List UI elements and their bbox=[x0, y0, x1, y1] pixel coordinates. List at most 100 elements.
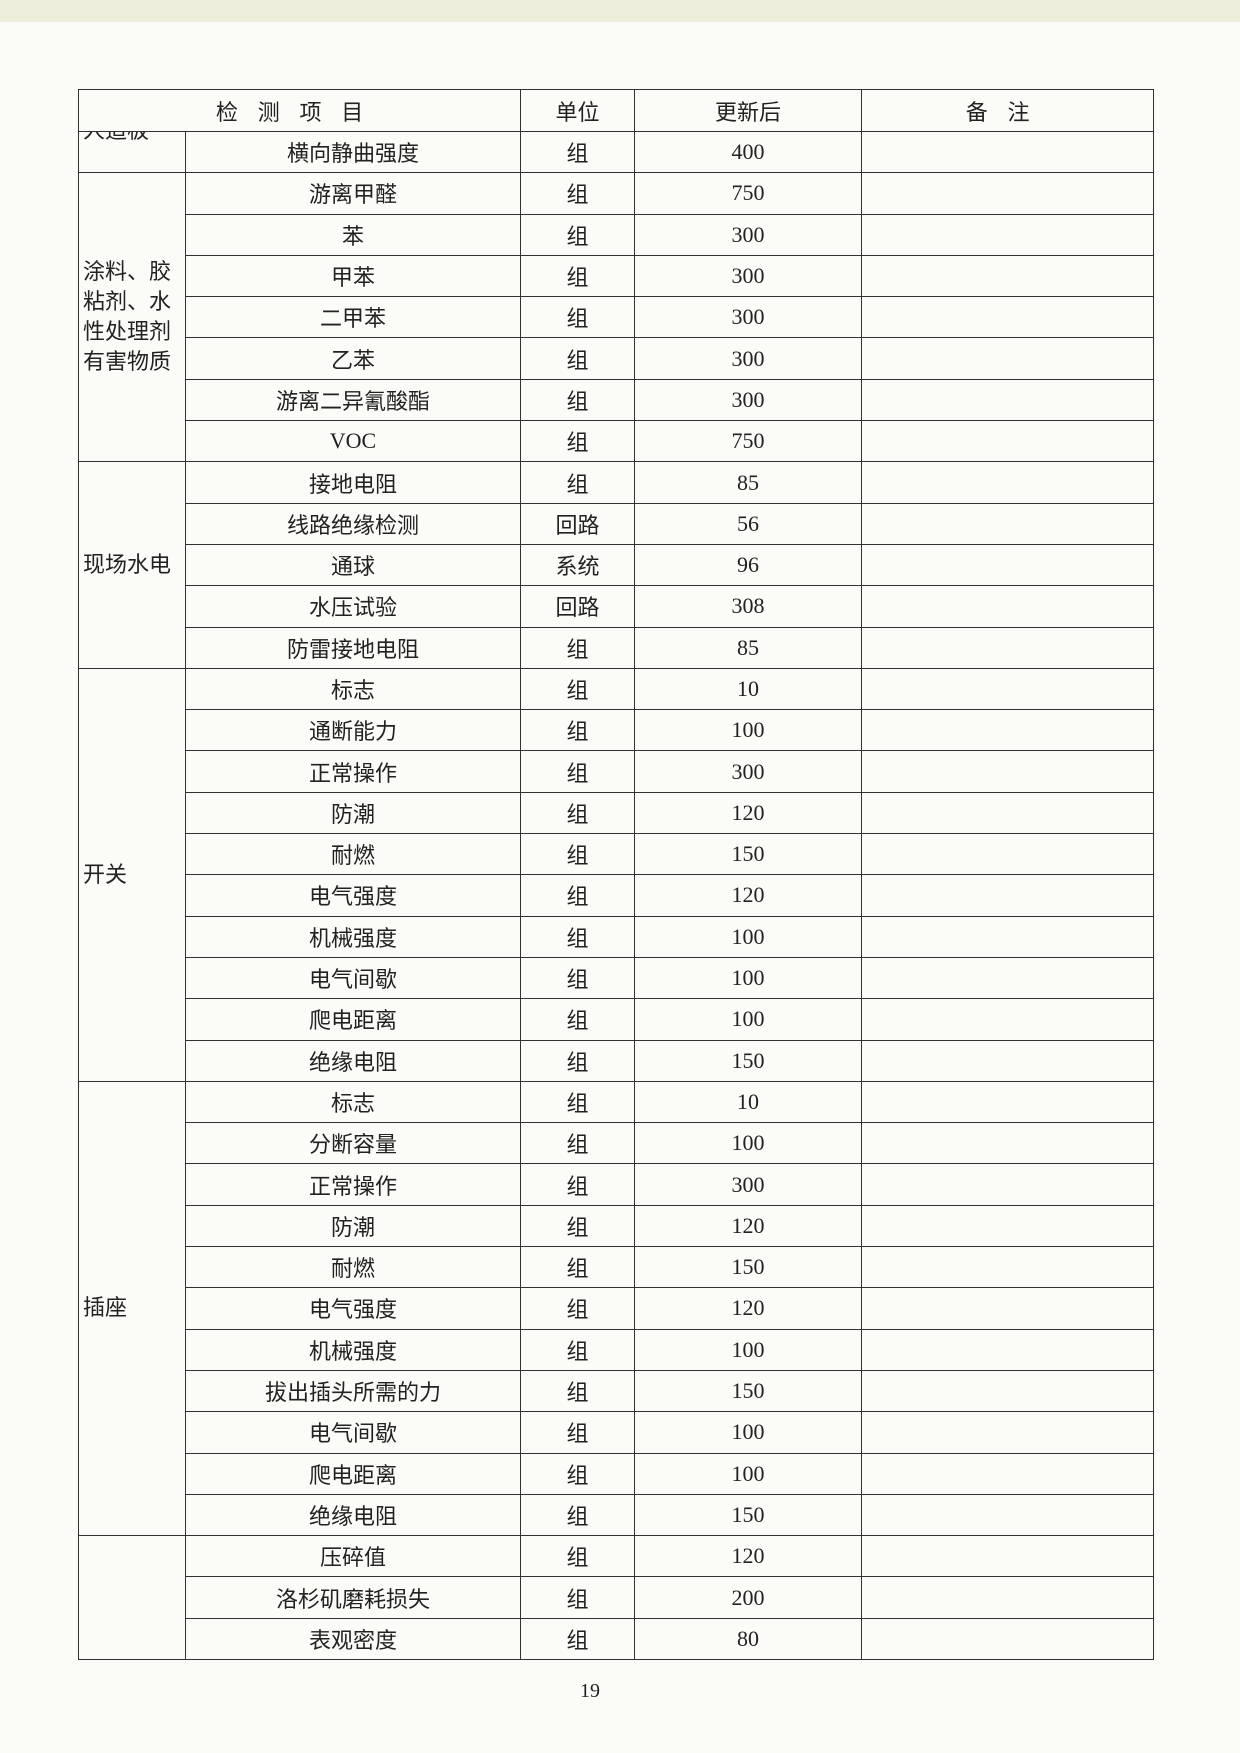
value-cell: 120 bbox=[634, 1204, 863, 1248]
header-cell: 更新后 bbox=[634, 89, 863, 132]
value-cell: 300 bbox=[634, 296, 863, 339]
remark-cell bbox=[861, 502, 1154, 545]
unit-cell: 组 bbox=[520, 130, 636, 174]
item-cell: 通球 bbox=[184, 543, 522, 587]
item-cell: 游离甲醛 bbox=[184, 172, 522, 215]
table-row: 防潮组 120 bbox=[79, 791, 1154, 835]
item-cell: 机械强度 bbox=[184, 1328, 522, 1371]
value-cell: 300 bbox=[634, 378, 863, 422]
table-row: 苯组 300 bbox=[79, 213, 1154, 256]
unit-cell: 组 bbox=[520, 1080, 636, 1124]
test-table: 检测项目 单位 更新后 备注 人造板横向静曲强度组400涂料、胶粘剂、水性处理剂… bbox=[77, 89, 1154, 1660]
unit-cell: 组 bbox=[520, 1411, 636, 1454]
unit-cell: 组 bbox=[520, 254, 636, 298]
table-row: 洛杉矶磨耗损失组 200 bbox=[79, 1576, 1154, 1619]
table-row: 涂料、胶粘剂、水性处理剂有害物质 游离甲醛组 750 bbox=[78, 172, 1154, 463]
table-row: 压碎值组 120 bbox=[78, 1535, 1154, 1660]
table-row: 电气间歇组 100 bbox=[79, 1411, 1154, 1454]
unit-cell: 组 bbox=[520, 378, 636, 422]
unit-cell: 组 bbox=[520, 1369, 636, 1413]
remark-cell bbox=[861, 1039, 1154, 1082]
group-cell: 开关 bbox=[78, 667, 186, 1082]
item-cell: 爬电距离 bbox=[184, 998, 522, 1041]
item-cell: VOC bbox=[184, 420, 522, 463]
group-label: 插座 bbox=[83, 1295, 128, 1321]
value-cell: 200 bbox=[634, 1576, 863, 1619]
remark-cell bbox=[861, 915, 1154, 958]
value-cell: 100 bbox=[634, 915, 863, 958]
remark-cell bbox=[861, 1411, 1154, 1454]
remark-cell bbox=[861, 791, 1154, 835]
remark-cell bbox=[861, 1204, 1154, 1248]
item-cell: 防潮 bbox=[184, 791, 522, 835]
item-cell: 绝缘电阻 bbox=[184, 1039, 522, 1082]
value-cell: 300 bbox=[634, 213, 863, 256]
item-cell: 二甲苯 bbox=[184, 296, 522, 339]
table-row: 线路绝缘检测 回路 56 bbox=[79, 502, 1154, 545]
table-row: 机械强度组 100 bbox=[79, 1328, 1154, 1371]
item-cell: 水压试验 bbox=[184, 585, 522, 628]
remark-cell bbox=[861, 213, 1154, 256]
value-cell: 100 bbox=[634, 998, 863, 1041]
unit-cell: 组 bbox=[520, 915, 636, 958]
value-cell: 85 bbox=[634, 461, 863, 504]
scan-edge bbox=[0, 0, 1240, 22]
unit-cell: 组 bbox=[520, 1163, 636, 1206]
remark-cell bbox=[861, 172, 1154, 215]
table-row: 电气强度组 120 bbox=[79, 1287, 1154, 1330]
unit-cell: 组 bbox=[520, 956, 636, 1000]
value-cell: 100 bbox=[634, 709, 863, 752]
table-row: 二甲苯组 300 bbox=[79, 296, 1154, 339]
value-cell: 100 bbox=[634, 956, 863, 1000]
header-row: 检测项目 单位 更新后 备注 bbox=[77, 89, 1154, 132]
remark-cell bbox=[861, 1493, 1154, 1537]
table-row: 人造板横向静曲强度组400 bbox=[78, 130, 1154, 174]
item-cell: 防潮 bbox=[184, 1204, 522, 1248]
table-row: 甲苯组 300 bbox=[79, 254, 1154, 298]
remark-cell bbox=[861, 1328, 1154, 1371]
value-cell: 100 bbox=[634, 1328, 863, 1371]
group-label: 现场水电 bbox=[83, 552, 172, 578]
item-cell: 标志 bbox=[184, 667, 522, 711]
table-row: 爬电距离组 100 bbox=[79, 998, 1154, 1041]
unit-cell: 组 bbox=[520, 1493, 636, 1537]
item-cell: 电气强度 bbox=[184, 874, 522, 917]
group-cell bbox=[78, 1535, 186, 1660]
table-row: 正常操作组 300 bbox=[79, 1163, 1154, 1206]
value-cell: 100 bbox=[634, 1452, 863, 1495]
unit-cell: 组 bbox=[520, 420, 636, 463]
value-cell: 56 bbox=[634, 502, 863, 545]
group-cell: 现场水电 bbox=[78, 461, 186, 669]
item-cell: 乙苯 bbox=[184, 337, 522, 380]
value-cell: 150 bbox=[634, 833, 863, 876]
group-cell: 涂料、胶粘剂、水性处理剂有害物质 bbox=[78, 172, 186, 463]
table-row: 游离二异氰酸酯组 300 bbox=[79, 378, 1154, 422]
table-row: 耐燃组 150 bbox=[79, 1246, 1154, 1289]
remark-cell bbox=[861, 1369, 1154, 1413]
table-row: 乙苯组 300 bbox=[79, 337, 1154, 380]
value-cell: 400 bbox=[634, 130, 863, 174]
remark-cell bbox=[861, 1122, 1154, 1165]
remark-cell bbox=[861, 874, 1154, 917]
unit-cell: 组 bbox=[520, 1452, 636, 1495]
item-cell: 洛杉矶磨耗损失 bbox=[184, 1576, 522, 1619]
unit-cell: 组 bbox=[520, 791, 636, 835]
item-cell: 绝缘电阻 bbox=[184, 1493, 522, 1537]
remark-cell bbox=[861, 1535, 1154, 1578]
remark-cell bbox=[861, 709, 1154, 752]
remark-cell bbox=[861, 1576, 1154, 1619]
value-cell: 120 bbox=[634, 874, 863, 917]
unit-cell: 系统 bbox=[520, 543, 636, 587]
remark-cell bbox=[861, 667, 1154, 711]
table-row: 插座 标志组 10 bbox=[78, 1080, 1154, 1537]
unit-cell: 组 bbox=[520, 1204, 636, 1248]
value-cell: 150 bbox=[634, 1369, 863, 1413]
remark-cell bbox=[861, 750, 1154, 793]
unit-cell: 组 bbox=[520, 1039, 636, 1082]
unit-cell: 组 bbox=[520, 1576, 636, 1619]
value-cell: 85 bbox=[634, 626, 863, 669]
unit-cell: 组 bbox=[520, 213, 636, 256]
remark-cell bbox=[861, 956, 1154, 1000]
remark-cell bbox=[861, 1287, 1154, 1330]
